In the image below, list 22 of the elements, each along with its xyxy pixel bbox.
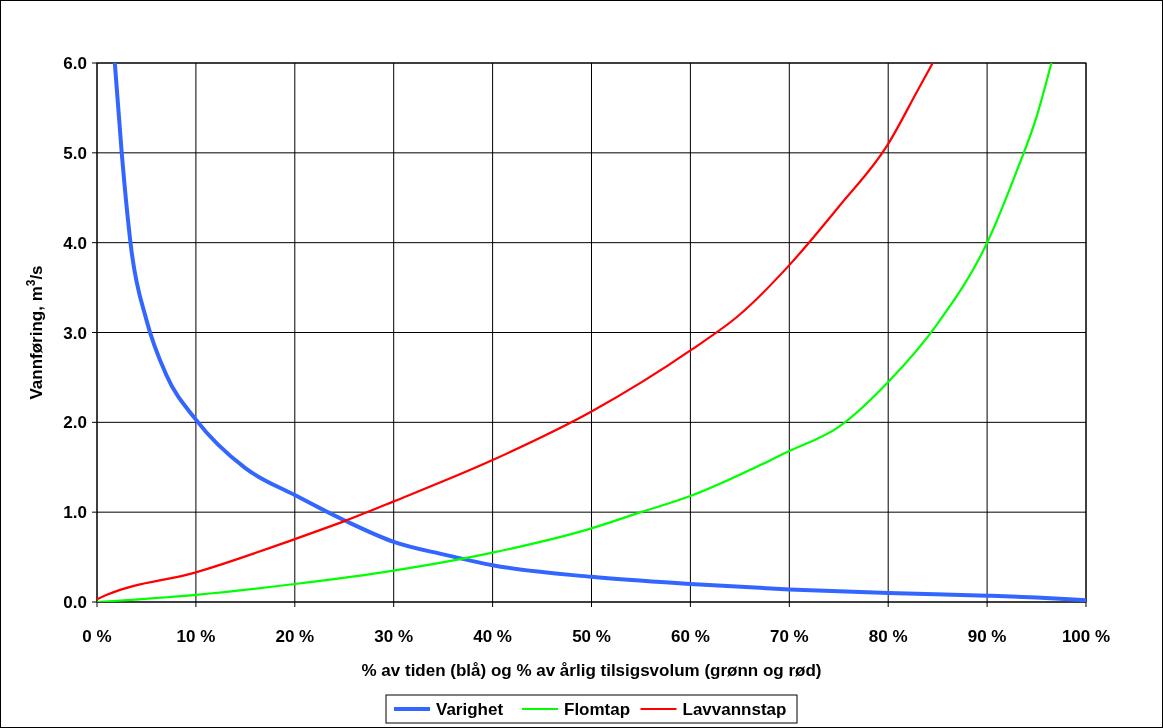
x-tick-label: 60 %	[671, 627, 710, 646]
legend-label: Lavvannstap	[682, 700, 787, 719]
y-tick-label: 3.0	[63, 323, 87, 343]
y-tick-label: 2.0	[63, 413, 87, 433]
y-tick-label: 5.0	[63, 143, 87, 163]
x-axis-title: % av tiden (blå) og % av årlig tilsigsvolum (grønn og rød)	[361, 661, 822, 680]
y-tick-label: 4.0	[63, 233, 87, 253]
x-tick-label: 10 %	[176, 627, 216, 646]
x-tick-label: 30 %	[374, 627, 414, 646]
x-tick-label: 50 %	[572, 627, 611, 646]
x-tick-label: 40 %	[473, 627, 512, 646]
x-tick-label: 80 %	[868, 627, 908, 646]
legend-label: Varighet	[436, 700, 504, 719]
y-tick-label: 0.0	[63, 593, 87, 612]
x-tick-label: 20 %	[275, 627, 315, 646]
x-tick-label: 90 %	[967, 627, 1007, 646]
legend-label: Flomtap	[564, 700, 631, 719]
y-tick-label: 1.0	[63, 503, 87, 523]
x-tick-label: 0 %	[82, 627, 112, 646]
y-tick-label: 6.0	[63, 54, 87, 73]
x-tick-label: 100 %	[1061, 627, 1111, 646]
x-tick-label: 70 %	[769, 627, 809, 646]
